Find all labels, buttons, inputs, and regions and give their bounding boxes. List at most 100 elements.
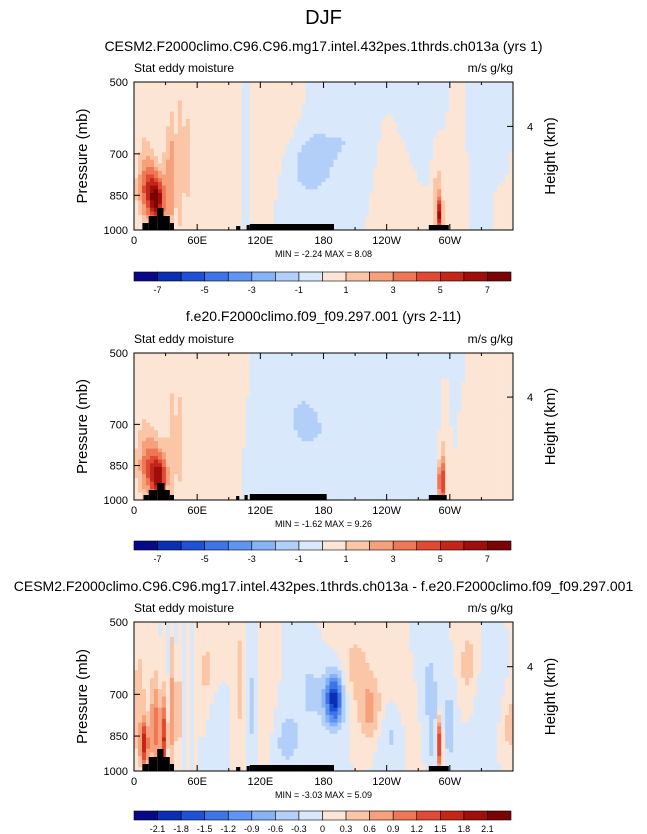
heatmap-cell bbox=[485, 200, 489, 204]
heatmap-cell bbox=[314, 364, 318, 368]
heatmap-cell bbox=[449, 93, 453, 97]
heatmap-cell bbox=[194, 167, 198, 171]
heatmap-cell bbox=[178, 175, 182, 179]
heatmap-cell bbox=[397, 123, 401, 127]
heatmap-cell bbox=[497, 108, 501, 112]
heatmap-cell bbox=[190, 86, 194, 90]
heatmap-cell bbox=[441, 160, 445, 164]
heatmap-cell bbox=[138, 115, 142, 119]
heatmap-cell bbox=[325, 89, 329, 93]
heatmap-cell bbox=[278, 156, 282, 160]
heatmap-cell bbox=[298, 119, 302, 123]
heatmap-cell bbox=[481, 189, 485, 193]
heatmap-cell bbox=[481, 108, 485, 112]
heatmap-cell bbox=[310, 160, 314, 164]
heatmap-cell bbox=[481, 219, 485, 223]
heatmap-cell bbox=[262, 178, 266, 182]
heatmap-cell bbox=[162, 93, 166, 97]
heatmap-cell bbox=[457, 108, 461, 112]
heatmap-cell bbox=[481, 382, 485, 386]
heatmap-cell bbox=[409, 175, 413, 179]
heatmap-cell bbox=[461, 364, 465, 368]
heatmap-cell bbox=[493, 149, 497, 153]
heatmap-cell bbox=[389, 371, 393, 375]
heatmap-cell bbox=[214, 360, 218, 364]
heatmap-cell bbox=[441, 130, 445, 134]
heatmap-cell bbox=[206, 178, 210, 182]
heatmap-cell bbox=[282, 115, 286, 119]
heatmap-cell bbox=[461, 167, 465, 171]
heatmap-cell bbox=[505, 160, 509, 164]
heatmap-cell bbox=[270, 182, 274, 186]
heatmap-cell bbox=[150, 145, 154, 149]
heatmap-cell bbox=[337, 134, 341, 138]
heatmap-cell bbox=[226, 390, 230, 394]
heatmap-cell bbox=[318, 123, 322, 127]
heatmap-cell bbox=[310, 208, 314, 212]
heatmap-cell bbox=[337, 82, 341, 86]
heatmap-cell bbox=[361, 171, 365, 175]
heatmap-cell bbox=[218, 115, 222, 119]
heatmap-cell bbox=[166, 145, 170, 149]
heatmap-cell bbox=[138, 97, 142, 101]
heatmap-cell bbox=[365, 178, 369, 182]
heatmap-cell bbox=[445, 379, 449, 383]
heatmap-cell bbox=[194, 189, 198, 193]
heatmap-cell bbox=[266, 360, 270, 364]
heatmap-cell bbox=[465, 108, 469, 112]
heatmap-cell bbox=[210, 160, 214, 164]
heatmap-cell bbox=[246, 178, 250, 182]
heatmap-cell bbox=[186, 130, 190, 134]
heatmap-cell bbox=[146, 97, 150, 101]
heatmap-cell bbox=[325, 86, 329, 90]
heatmap-cell bbox=[405, 215, 409, 219]
heatmap-cell bbox=[485, 189, 489, 193]
heatmap-cell bbox=[393, 382, 397, 386]
heatmap-cell bbox=[389, 160, 393, 164]
heatmap-cell bbox=[425, 208, 429, 212]
heatmap-cell bbox=[497, 119, 501, 123]
heatmap-cell bbox=[282, 89, 286, 93]
heatmap-cell bbox=[341, 82, 345, 86]
heatmap-cell bbox=[186, 223, 190, 227]
heatmap-cell bbox=[461, 86, 465, 90]
heatmap-cell bbox=[421, 126, 425, 130]
heatmap-cell bbox=[365, 145, 369, 149]
heatmap-cell bbox=[441, 360, 445, 364]
heatmap-cell bbox=[485, 145, 489, 149]
heatmap-cell bbox=[270, 126, 274, 130]
colorbar-label: 3 bbox=[391, 285, 396, 295]
heatmap-cell bbox=[186, 189, 190, 193]
heatmap-cell bbox=[453, 204, 457, 208]
heatmap-cell bbox=[206, 215, 210, 219]
heatmap-cell bbox=[266, 215, 270, 219]
heatmap-cell bbox=[329, 119, 333, 123]
heatmap-cell bbox=[242, 160, 246, 164]
heatmap-cell bbox=[134, 368, 138, 372]
heatmap-cell bbox=[178, 171, 182, 175]
colorbar-swatch bbox=[252, 272, 276, 281]
heatmap-cell bbox=[421, 138, 425, 142]
heatmap-cell bbox=[210, 371, 214, 375]
heatmap-cell bbox=[174, 375, 178, 379]
heatmap-cell bbox=[262, 104, 266, 108]
heatmap-cell bbox=[473, 108, 477, 112]
heatmap-cell bbox=[409, 379, 413, 383]
heatmap-cell bbox=[413, 156, 417, 160]
heatmap-cell bbox=[242, 115, 246, 119]
heatmap-cell bbox=[318, 89, 322, 93]
heatmap-cell bbox=[361, 130, 365, 134]
heatmap-cell bbox=[286, 219, 290, 223]
heatmap-cell bbox=[138, 134, 142, 138]
heatmap-cell bbox=[250, 101, 254, 105]
heatmap-cell bbox=[234, 82, 238, 86]
heatmap-cell bbox=[501, 204, 505, 208]
heatmap-cell bbox=[377, 197, 381, 201]
heatmap-cell bbox=[242, 134, 246, 138]
heatmap-cell bbox=[381, 160, 385, 164]
heatmap-cell bbox=[469, 208, 473, 212]
heatmap-cell bbox=[425, 141, 429, 145]
heatmap-cell bbox=[162, 123, 166, 127]
heatmap-cell bbox=[174, 353, 178, 357]
heatmap-cell bbox=[349, 353, 353, 357]
